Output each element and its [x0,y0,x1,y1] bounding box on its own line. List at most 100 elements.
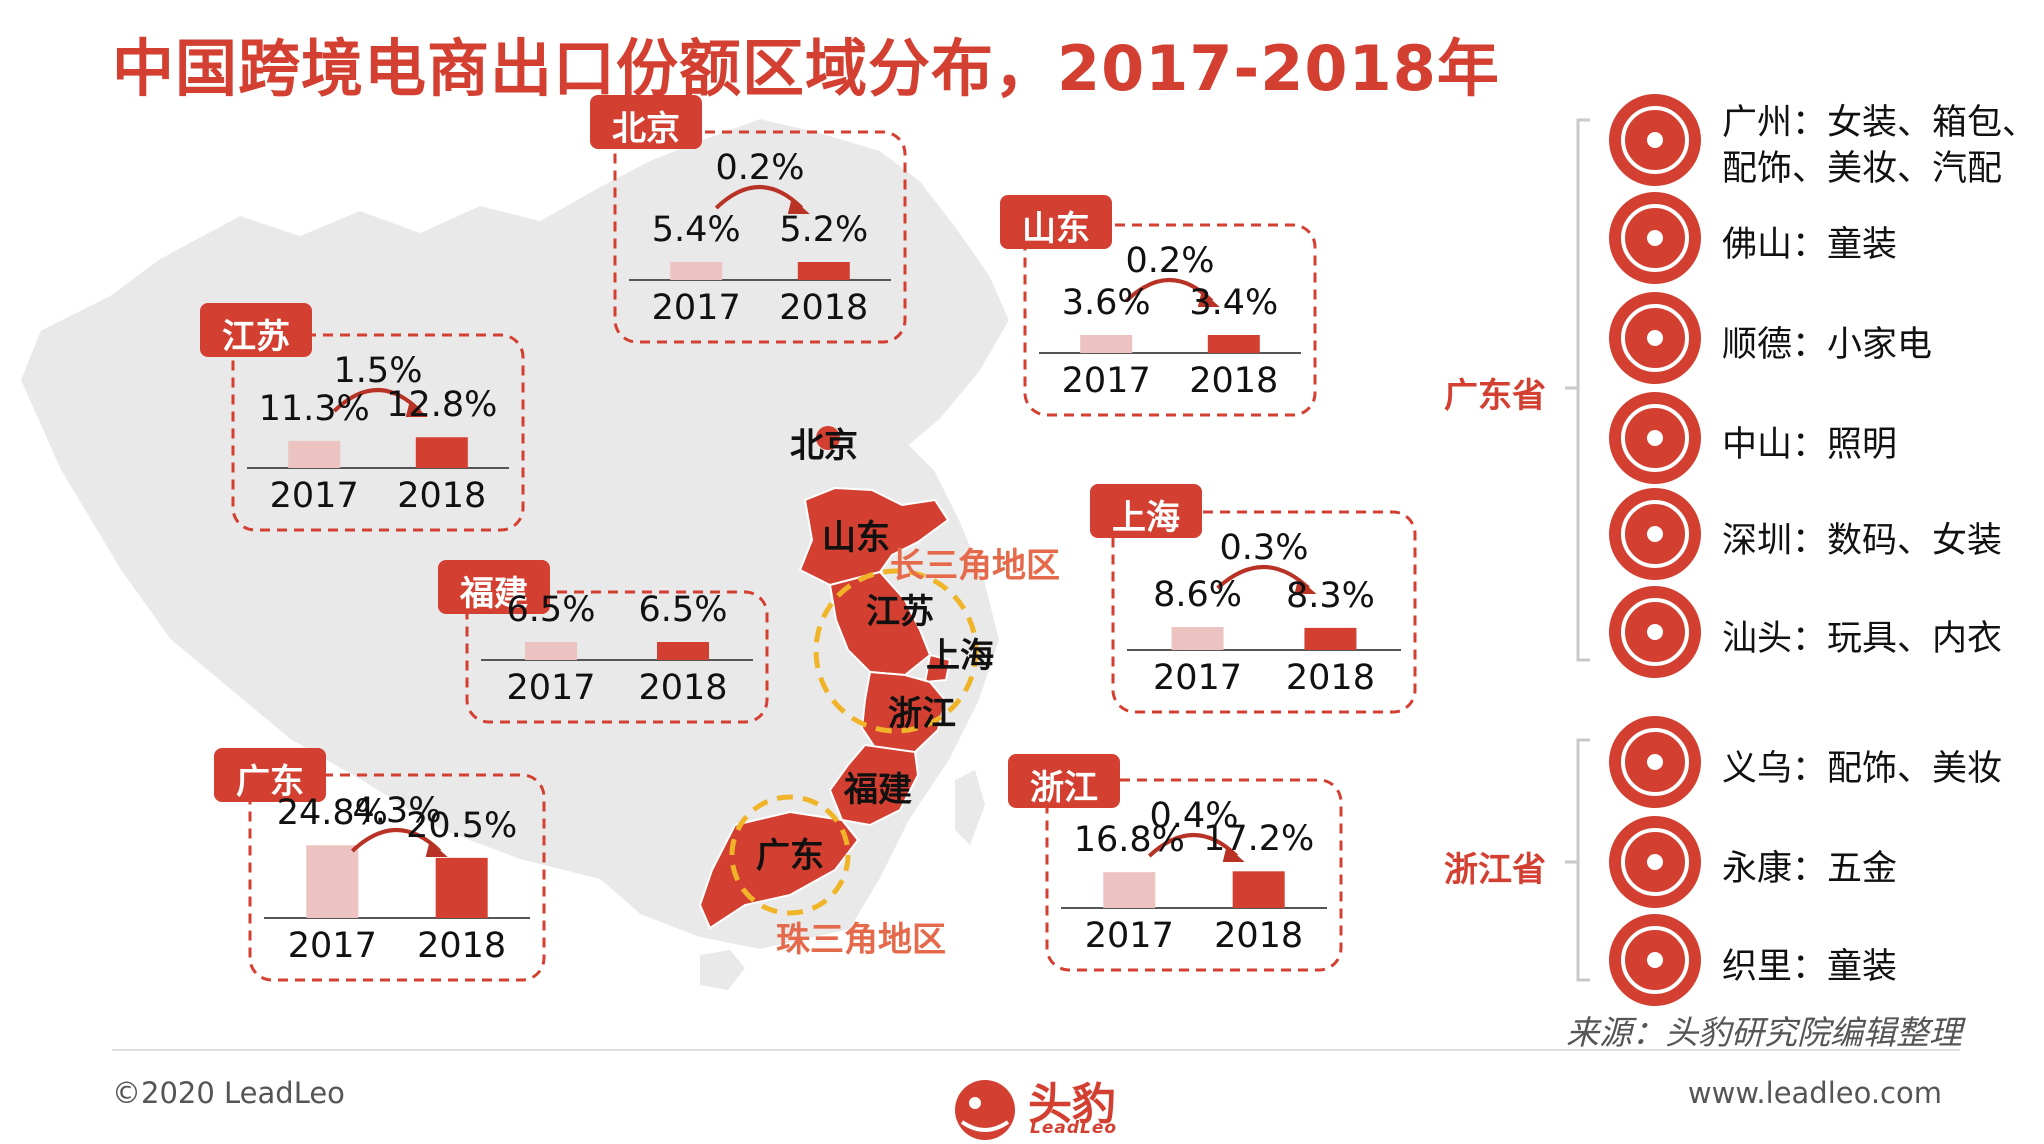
brand-name: 头豹 [1028,1079,1116,1130]
hair-dryer-icon [1609,292,1701,384]
province-tag [1008,754,1120,808]
bar-2018 [657,642,709,660]
province-box [231,333,525,532]
bar-value-label: 6.5% [506,590,596,630]
province-tag [590,95,702,149]
bar-value-label: 12.8% [386,385,498,426]
bar-2017 [670,262,723,280]
province-tag-label: 浙江 [1030,768,1098,808]
bar-value-label: 17.2% [1203,819,1315,860]
city-legend-line: 佛山：童装 [1722,225,1898,265]
bar-2018 [797,262,850,280]
category-tick-label: 2018 [638,668,728,708]
bar-value-label: 6.5% [638,590,728,630]
yangtze-delta-circle [813,568,979,734]
arrow-head [787,198,810,214]
zhejiang-bracket [1565,738,1590,982]
change-label: 1.5% [333,351,423,391]
change-label: 0.2% [715,148,805,188]
province-tag-label: 广东 [236,762,304,802]
pearl-delta-circle [729,794,851,916]
shanghai-region [923,653,952,684]
bar-value-label: 8.6% [1153,575,1243,616]
province-box [465,590,769,724]
category-tick-label: 2017 [1084,916,1174,956]
shirt-icon [1609,914,1701,1006]
province-box [613,130,907,344]
map-label-jiangsu: 江苏 [866,592,934,632]
light-bulb-icon [1609,392,1701,484]
map-label-shandong: 山东 [822,518,890,558]
bar-2017 [288,440,341,468]
city-legend-line: 广州：女装、箱包、 [1722,103,2038,143]
map-label-fujian: 福建 [844,770,912,810]
category-tick-label: 2017 [287,926,377,966]
bar-value-label: 20.5% [406,805,518,846]
category-tick-label: 2017 [651,288,741,328]
guangdong-bracket [1565,118,1590,662]
website-link[interactable]: www.leadleo.com [1687,1076,1942,1110]
bar-value-label: 8.3% [1285,575,1375,616]
bar-2018 [1232,871,1285,908]
beijing-map-dot [816,426,840,450]
change-label: 4.3% [352,791,442,831]
brand-subname: LeadLeo [1030,1118,1118,1138]
bar-value-label: 3.6% [1061,283,1151,323]
category-tick-label: 2017 [1153,658,1243,698]
map-label-zhejiang: 浙江 [888,694,956,734]
bar-2018 [1207,335,1260,353]
arrow-head [1294,578,1317,594]
watch-icon [1609,716,1701,808]
province-tag-label: 山东 [1022,209,1090,249]
jiangsu-region [828,570,932,677]
source-note: 来源：头豹研究院编辑整理 [1566,1013,1962,1052]
city-legend-line: 中山：照明 [1722,425,1898,465]
pliers-icon [1609,816,1701,908]
bar-2018 [415,437,468,468]
map-label-beijing: 北京 [790,426,858,466]
leadleo-logo-icon [955,1080,1015,1140]
page-title: 中国跨境电商出口份额区域分布，2017-2018年 [112,32,1500,105]
province-tag [200,303,312,357]
shandong-region [798,486,950,587]
bar-2017 [1080,335,1133,353]
fujian-region [828,743,920,827]
category-tick-label: 2018 [1285,658,1375,698]
bar-value-label: 16.8% [1073,820,1185,861]
zhejiang-region [860,670,947,757]
province-tag [438,560,550,614]
guangdong-region [698,810,860,930]
category-tick-label: 2018 [779,288,869,328]
province-tag-label: 福建 [460,574,528,614]
category-tick-label: 2017 [1061,361,1151,401]
camera-icon [1609,488,1701,580]
bar-value-label: 5.4% [651,210,741,250]
bar-2017 [1171,627,1224,650]
province-box [248,773,546,982]
province-tag-label: 北京 [612,109,680,149]
bar-2017 [306,845,359,918]
category-tick-label: 2018 [1214,916,1304,956]
bar-value-label: 11.3% [258,388,370,429]
category-tick-label: 2018 [397,476,487,516]
city-legend-line: 义乌：配饰、美妆 [1722,749,2003,789]
category-tick-label: 2018 [1189,361,1279,401]
city-legend-line: 永康：五金 [1722,849,1898,889]
bar-value-label: 24.8% [276,793,388,834]
city-legend-line: 深圳：数码、女装 [1722,521,2003,561]
change-label: 0.3% [1219,528,1309,568]
guangdong-province-label: 广东省 [1444,376,1546,416]
bar-2018 [1304,627,1357,650]
bar-value-label: 5.2% [779,210,869,250]
city-legend-line: 顺德：小家电 [1722,325,1933,365]
arrow-head [425,841,448,857]
hainan-island [700,950,745,990]
map-label-guangdong: 广东 [756,836,824,876]
province-tag [1090,484,1202,538]
arrow-head [1197,291,1220,307]
change-label: 0.2% [1125,241,1215,281]
province-box [1111,510,1417,714]
pearl-delta-label: 珠三角地区 [776,920,946,960]
map-label-shanghai: 上海 [926,636,994,676]
dress-icon [1609,94,1701,186]
